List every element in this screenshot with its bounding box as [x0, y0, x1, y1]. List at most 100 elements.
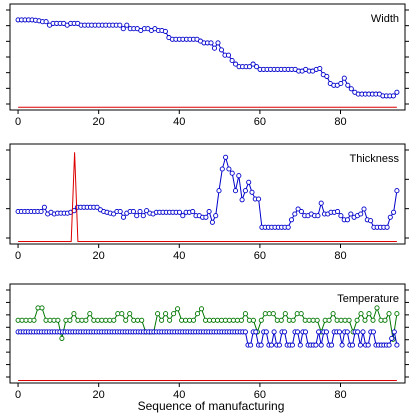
data-point [127, 311, 133, 317]
data-point [384, 224, 390, 230]
data-point [223, 154, 229, 160]
data-point [391, 329, 397, 335]
x-tick-label: 60 [254, 389, 266, 401]
data-point [203, 214, 209, 220]
data-point [155, 311, 161, 317]
data-point [229, 170, 235, 176]
x-tick-label: 60 [254, 250, 266, 262]
data-point [361, 206, 367, 212]
data-point [137, 208, 143, 215]
data-point [216, 188, 222, 194]
data-point [239, 197, 245, 203]
data-point [242, 329, 248, 335]
data-point [31, 317, 37, 323]
data-point [213, 213, 219, 219]
x-tick-label: 0 [15, 250, 21, 262]
x-tick-label: 0 [15, 389, 21, 401]
x-tick-label: 20 [93, 116, 105, 128]
data-point [354, 317, 360, 323]
data-point [292, 211, 298, 217]
data-point [144, 208, 150, 214]
data-point [124, 22, 130, 28]
data-point [226, 166, 232, 172]
data-point [317, 65, 323, 72]
data-point [140, 213, 146, 219]
plot-frame [9, 3, 406, 111]
data-point [295, 206, 301, 212]
data-point [190, 208, 196, 215]
data-point [297, 342, 303, 348]
data-point [163, 311, 169, 317]
data-point [254, 64, 260, 70]
data-point [348, 211, 354, 217]
data-point [330, 311, 336, 317]
data-point [71, 311, 77, 317]
data-point [250, 61, 256, 67]
data-point [198, 306, 205, 312]
data-point [324, 73, 330, 79]
data-point [366, 311, 372, 317]
panel-title: Width [371, 13, 399, 25]
data-point [344, 329, 350, 335]
data-point [336, 329, 343, 335]
data-point [248, 342, 254, 348]
data-point [290, 317, 296, 323]
data-point [83, 317, 89, 323]
data-point [374, 305, 380, 311]
data-point [233, 61, 239, 67]
data-point [236, 173, 242, 179]
data-point [87, 311, 93, 317]
x-tick-label: 0 [15, 116, 21, 128]
data-point [176, 209, 183, 215]
plot-frame [9, 283, 406, 384]
data-point [276, 342, 282, 348]
data-point [394, 89, 400, 95]
data-point [339, 342, 345, 348]
data-point [258, 342, 264, 348]
data-point [215, 40, 221, 46]
data-point [298, 208, 304, 215]
plot-frame [9, 143, 406, 245]
data-point [218, 47, 225, 53]
data-point [242, 188, 248, 194]
data-point [59, 335, 65, 341]
data-point [338, 80, 344, 87]
data-point [358, 211, 364, 217]
data-point [229, 57, 235, 64]
data-point [208, 40, 214, 46]
data-point [394, 311, 400, 317]
x-tick-label: 60 [254, 116, 266, 128]
data-point [360, 329, 366, 335]
data-point [111, 317, 117, 323]
data-point [344, 217, 351, 223]
data-point [323, 329, 329, 335]
panel-title: Thickness [349, 153, 399, 165]
data-point [288, 217, 295, 223]
panel-temperature: 0 20 40 60 80 Temperature [6, 283, 409, 401]
data-point [175, 306, 181, 312]
x-tick-label: 80 [334, 389, 346, 401]
data-point [256, 196, 262, 202]
data-point [382, 317, 388, 323]
data-point [362, 317, 368, 323]
data-point [247, 64, 253, 70]
data-point [282, 311, 288, 317]
data-point [39, 305, 45, 311]
data-point [249, 189, 255, 195]
data-point [206, 208, 212, 215]
data-point [368, 218, 374, 224]
data-point [232, 188, 239, 194]
panel-width: 0 20 40 60 80 Width [6, 3, 409, 128]
data-point [263, 329, 269, 335]
data-point [167, 317, 173, 323]
panel-thickness: 0 20 40 60 80 Thickness [6, 143, 409, 262]
data-point [345, 82, 351, 88]
data-point [370, 329, 376, 335]
data-point [134, 213, 140, 219]
data-point [55, 317, 61, 323]
data-point [270, 311, 276, 317]
data-point [190, 317, 197, 323]
data-point [314, 317, 320, 323]
data-point [268, 342, 275, 348]
